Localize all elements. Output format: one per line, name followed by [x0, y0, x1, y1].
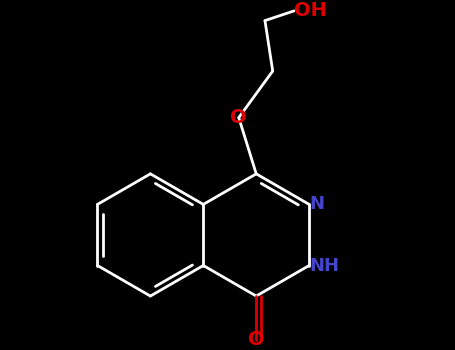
Text: NH: NH	[309, 257, 339, 274]
Text: O: O	[230, 108, 247, 127]
Text: N: N	[309, 195, 324, 214]
Text: O: O	[248, 330, 264, 349]
Text: OH: OH	[294, 1, 327, 20]
